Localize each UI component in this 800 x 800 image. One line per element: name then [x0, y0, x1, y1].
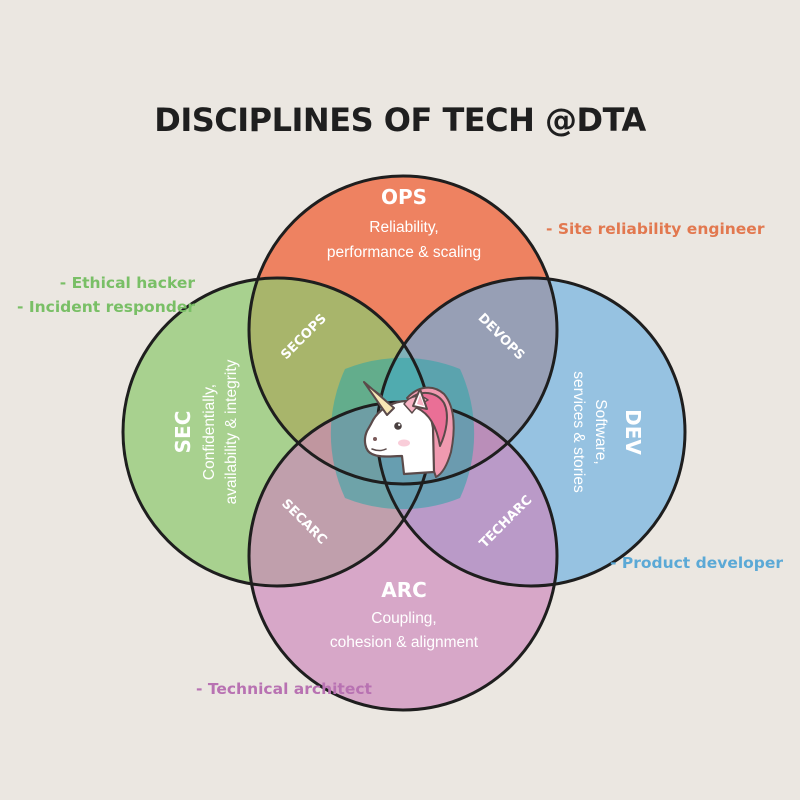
- arc-circle: [249, 402, 557, 710]
- circles: [123, 176, 685, 710]
- ops-role: - Site reliability engineer: [546, 220, 765, 238]
- ops-label: OPS: [381, 185, 427, 209]
- dev-desc-group-2: services & stories: [570, 371, 587, 493]
- dev-label-group: DEV: [621, 409, 645, 455]
- dev-desc-line2: services & stories: [570, 371, 587, 493]
- sec-desc-line2: availability & integrity: [223, 359, 240, 504]
- dev-desc-line1: Software,: [592, 399, 609, 464]
- dev-role: - Product developer: [610, 554, 783, 572]
- arc-desc-line2: cohesion & alignment: [330, 634, 479, 651]
- arc-label: ARC: [381, 578, 427, 602]
- ops-desc-line2: performance & scaling: [327, 244, 481, 261]
- arc-desc-line1: Coupling,: [371, 610, 437, 627]
- dev-desc-group: Software,: [592, 399, 609, 464]
- page-title: DISCIPLINES OF TECH @DTA: [154, 101, 646, 139]
- sec-role-1: - Ethical hacker: [60, 274, 196, 292]
- unicorn-icon: [363, 381, 455, 478]
- sec-desc-group-2: availability & integrity: [223, 359, 240, 504]
- sec-desc-line1: Confidentially,: [201, 384, 218, 480]
- arc-role: - Technical architect: [196, 680, 373, 698]
- dev-label: DEV: [621, 409, 645, 455]
- sec-label: SEC: [171, 411, 195, 454]
- sec-role-2: - Incident responder: [17, 298, 195, 316]
- ops-desc-line1: Reliability,: [369, 219, 439, 236]
- ops-outline: [247, 174, 559, 486]
- sec-label-group: SEC: [171, 411, 195, 454]
- sec-desc-group: Confidentially,: [201, 384, 218, 480]
